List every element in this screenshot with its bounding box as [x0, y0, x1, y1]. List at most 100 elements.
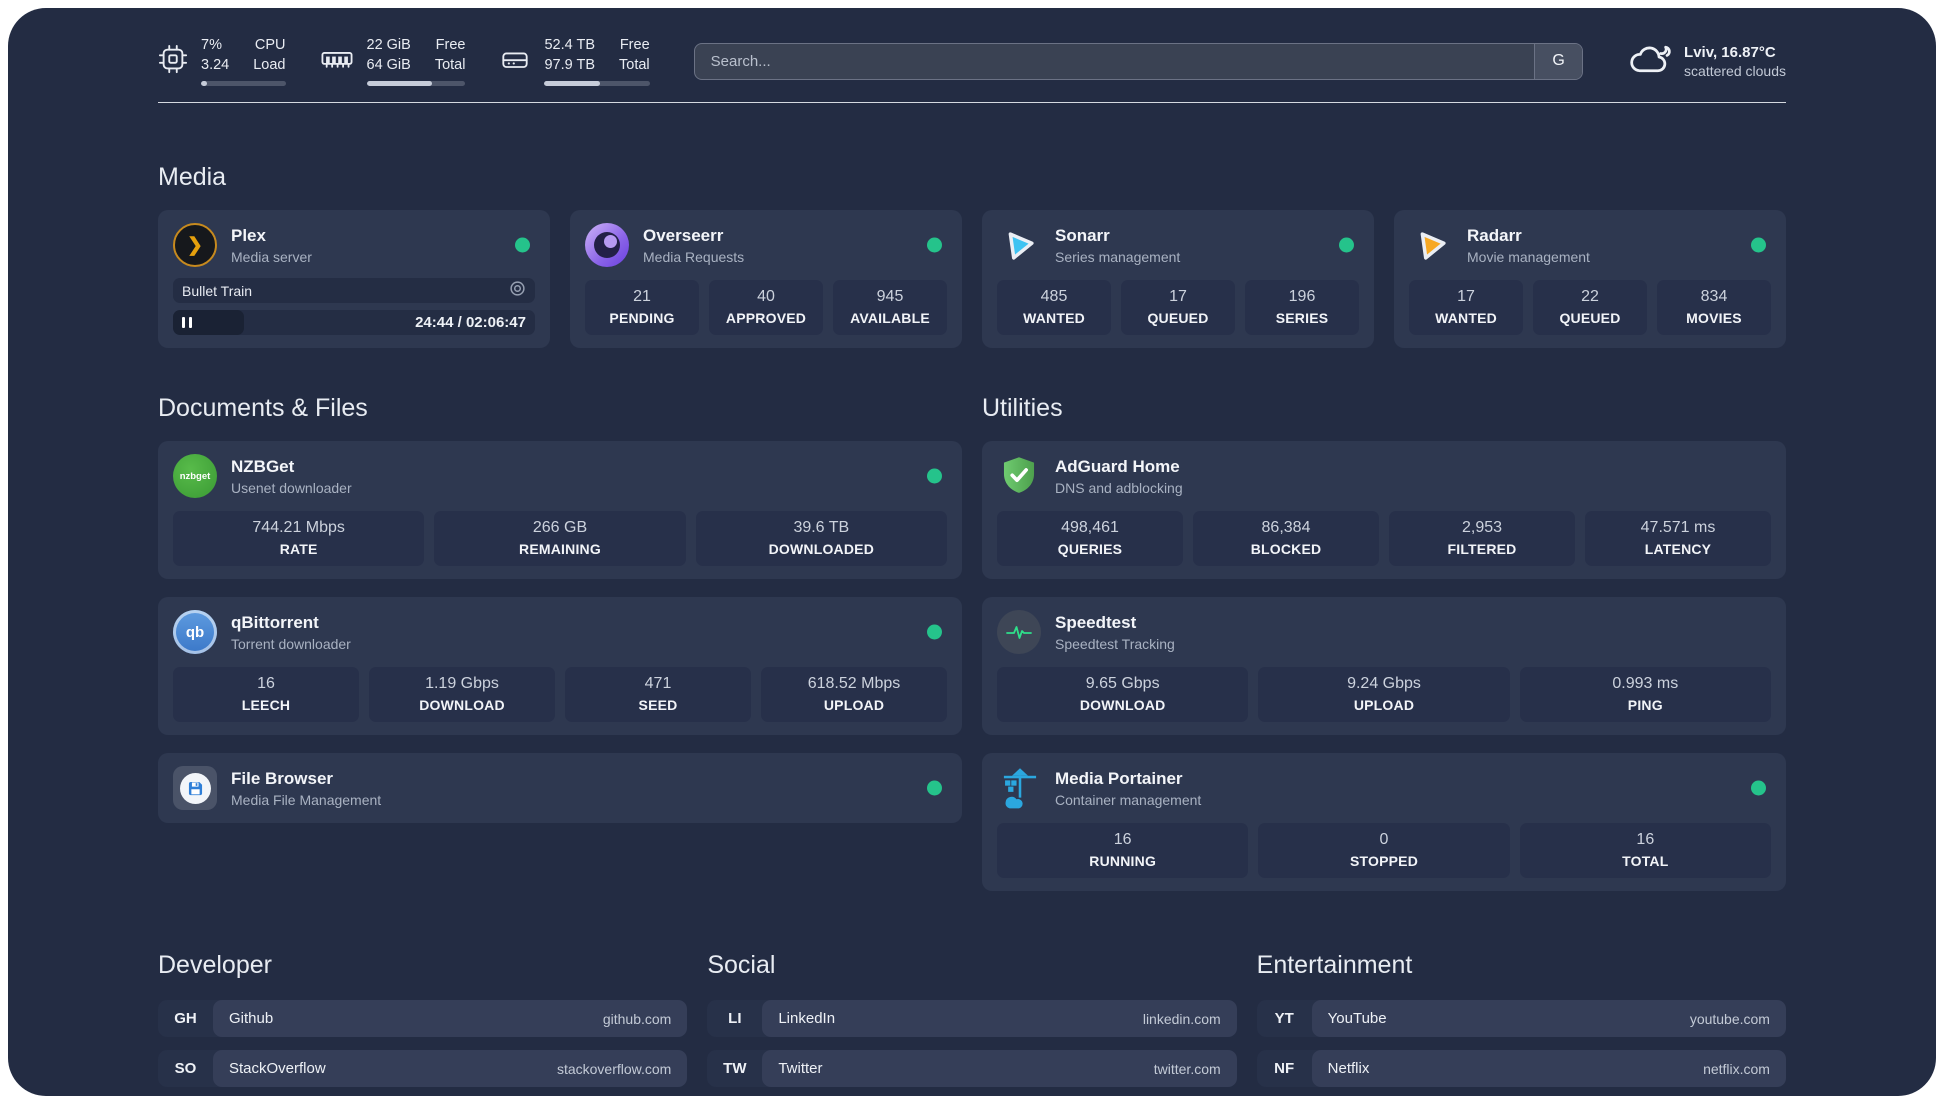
bookmark-tag: GH — [174, 1010, 197, 1028]
weather-condition: scattered clouds — [1684, 62, 1786, 79]
bookmark-group-social: Social LI LinkedIn linkedin.com TW Twitt… — [707, 951, 1237, 1096]
app-card-speedtest[interactable]: Speedtest Speedtest Tracking 9.65 Gbps D… — [982, 597, 1786, 736]
app-subtitle: Movie management — [1467, 248, 1590, 265]
bookmark-group-entertainment: Entertainment YT YouTube youtube.com NF … — [1256, 951, 1786, 1096]
stat-rate: 744.21 Mbps RATE — [173, 511, 425, 567]
session-target-icon[interactable] — [509, 280, 526, 302]
bookmark-linkedin[interactable]: LI LinkedIn linkedin.com — [707, 1000, 1237, 1038]
bookmark-tag: LI — [728, 1010, 742, 1028]
media-grid: ❯ Plex Media server Bullet Train — [158, 210, 1786, 349]
weather-location-temp: Lviv, 16.87°C — [1684, 43, 1776, 61]
bookmark-github[interactable]: GH Github github.com — [158, 1000, 688, 1038]
cpu-icon — [158, 44, 188, 79]
memory-icon — [320, 44, 354, 79]
stat-remaining: 266 GB REMAINING — [434, 511, 686, 567]
bookmark-url: stackoverflow.com — [556, 1060, 672, 1077]
status-dot — [515, 237, 530, 253]
playback-progress-row: 24:44 / 02:06:47 — [173, 310, 535, 336]
adguard-icon — [997, 454, 1041, 498]
stat-latency: 47.571 ms LATENCY — [1585, 511, 1771, 567]
stat-pending: 21 PENDING — [585, 280, 699, 336]
bookmark-name: LinkedIn — [778, 1010, 836, 1028]
app-card-plex[interactable]: ❯ Plex Media server Bullet Train — [158, 210, 550, 349]
status-dot — [927, 468, 942, 484]
app-subtitle: Speedtest Tracking — [1055, 635, 1175, 652]
app-card-overseerr[interactable]: Overseerr Media Requests 21 PENDING 40 A… — [570, 210, 962, 349]
section-title-entertainment: Entertainment — [1256, 951, 1413, 980]
cpu-progress-bar — [201, 81, 286, 87]
stat-available: 945 AVAILABLE — [833, 280, 947, 336]
app-card-adguard[interactable]: AdGuard Home DNS and adblocking 498,461 … — [982, 441, 1786, 580]
status-dot — [927, 624, 942, 640]
section-utilities: Utilities — [982, 394, 1786, 892]
app-subtitle: Container management — [1055, 791, 1202, 808]
plex-icon: ❯ — [173, 223, 217, 268]
sonarr-icon — [997, 223, 1041, 267]
cpu-stat: 7% 3.24 CPU Load — [158, 36, 286, 87]
dashboard: 7% 3.24 CPU Load — [8, 8, 1936, 1096]
app-card-filebrowser[interactable]: File Browser Media File Management — [158, 753, 962, 824]
app-card-radarr[interactable]: Radarr Movie management 17 WANTED 22 QUE… — [1394, 210, 1786, 349]
app-subtitle: DNS and adblocking — [1055, 479, 1183, 496]
app-title: Plex — [231, 225, 266, 245]
section-title-developer: Developer — [158, 951, 272, 980]
app-title: Media Portainer — [1055, 768, 1183, 788]
bookmark-url: github.com — [602, 1010, 672, 1027]
memory-stat: 22 GiB 64 GiB Free Total — [320, 36, 466, 87]
disk-icon — [499, 44, 531, 79]
stat-ping: 0.993 ms PING — [1519, 667, 1771, 723]
stat-upload: 618.52 Mbps UPLOAD — [761, 667, 947, 723]
bookmark-url: twitter.com — [1153, 1060, 1221, 1077]
section-title-media: Media — [158, 163, 227, 192]
bookmark-youtube[interactable]: YT YouTube youtube.com — [1256, 1000, 1786, 1038]
bookmark-netflix[interactable]: NF Netflix netflix.com — [1256, 1050, 1786, 1088]
speedtest-icon — [997, 610, 1041, 655]
app-card-portainer[interactable]: Media Portainer Container management 16 … — [982, 753, 1786, 892]
app-title: Overseerr — [643, 225, 724, 245]
portainer-icon — [997, 766, 1041, 810]
stat-running: 16 RUNNING — [997, 823, 1249, 879]
section-title-social: Social — [707, 951, 776, 980]
status-dot — [1751, 780, 1766, 796]
overseerr-icon — [585, 223, 629, 268]
section-title-documents: Documents & Files — [158, 394, 368, 423]
bookmark-tag: NF — [1274, 1060, 1295, 1078]
app-title: File Browser — [231, 768, 334, 788]
app-card-qbittorrent[interactable]: qb qBittorrent Torrent downloader 16 LEE… — [158, 597, 962, 736]
bookmark-tag: YT — [1274, 1010, 1294, 1028]
memory-labels: Free Total — [434, 37, 466, 73]
nzbget-icon: nzbget — [173, 454, 217, 499]
bookmark-name: StackOverflow — [229, 1060, 326, 1078]
bookmark-tag: SO — [174, 1060, 197, 1078]
disk-progress-bar — [544, 81, 650, 87]
bookmark-tag: TW — [723, 1060, 747, 1078]
app-card-sonarr[interactable]: Sonarr Series management 485 WANTED 17 Q… — [982, 210, 1374, 349]
search-provider-button[interactable]: G — [1534, 43, 1583, 79]
bookmark-name: Netflix — [1327, 1060, 1370, 1078]
stat-total: 16 TOTAL — [1519, 823, 1771, 879]
pause-icon[interactable] — [182, 317, 192, 329]
app-card-nzbget[interactable]: nzbget NZBGet Usenet downloader 744.21 M… — [158, 441, 962, 580]
weather-widget: Lviv, 16.87°C scattered clouds — [1627, 40, 1786, 83]
stat-series: 196 SERIES — [1245, 280, 1359, 336]
cpu-labels: CPU Load — [253, 37, 286, 73]
bookmark-stackoverflow[interactable]: SO StackOverflow stackoverflow.com — [158, 1050, 688, 1088]
stat-download: 1.19 Gbps DOWNLOAD — [369, 667, 555, 723]
bookmark-group-developer: Developer GH Github github.com SO StackO… — [158, 951, 688, 1096]
stat-queries: 498,461 QUERIES — [997, 511, 1183, 567]
bookmark-url: netflix.com — [1703, 1060, 1770, 1077]
stat-filtered: 2,953 FILTERED — [1389, 511, 1575, 567]
header: 7% 3.24 CPU Load — [158, 36, 1786, 87]
app-subtitle: Series management — [1055, 248, 1181, 265]
search-input[interactable] — [694, 43, 1535, 79]
bookmark-twitter[interactable]: TW Twitter twitter.com — [707, 1050, 1237, 1088]
stat-seed: 471 SEED — [565, 667, 751, 723]
app-subtitle: Media File Management — [231, 791, 382, 808]
bookmark-name: Twitter — [778, 1060, 823, 1078]
stat-stopped: 0 STOPPED — [1258, 823, 1510, 879]
status-dot — [927, 780, 942, 796]
stat-wanted: 17 WANTED — [1409, 280, 1523, 336]
app-title: qBittorrent — [231, 612, 319, 632]
cpu-values: 7% 3.24 — [201, 37, 230, 73]
status-dot — [1751, 237, 1766, 253]
